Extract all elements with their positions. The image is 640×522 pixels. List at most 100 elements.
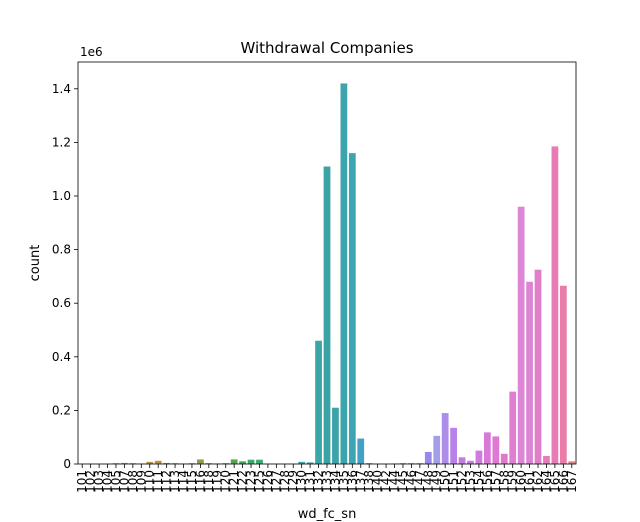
bar bbox=[348, 153, 356, 464]
bar bbox=[534, 269, 542, 464]
y-axis-label: count bbox=[28, 245, 43, 282]
x-tick-label: 146 bbox=[404, 470, 418, 493]
x-tick-label: 110 bbox=[143, 470, 157, 493]
bar bbox=[559, 285, 567, 464]
chart-title: Withdrawal Companies bbox=[240, 39, 413, 57]
plot-frame bbox=[77, 61, 577, 465]
bar bbox=[365, 463, 373, 464]
bar bbox=[543, 455, 550, 464]
x-tick-label: 132 bbox=[312, 470, 326, 493]
x-tick-label: 120 bbox=[219, 470, 233, 493]
y-tick-label: 0.8 bbox=[52, 243, 71, 257]
x-tick-label: 101 bbox=[75, 470, 89, 493]
bar bbox=[332, 407, 339, 464]
bar bbox=[197, 459, 204, 464]
bar bbox=[450, 427, 457, 464]
x-tick-label: 129 bbox=[286, 470, 300, 493]
x-tick-label: 125 bbox=[252, 470, 266, 493]
bar bbox=[441, 413, 449, 464]
x-tick-label: 104 bbox=[101, 470, 115, 493]
x-tick-label: 147 bbox=[413, 470, 427, 493]
x-tick-label: 142 bbox=[379, 470, 393, 493]
y-tick-label: 1.2 bbox=[52, 135, 71, 149]
bar bbox=[315, 340, 322, 464]
bar bbox=[205, 463, 213, 464]
bar bbox=[298, 461, 306, 464]
x-tick-label: 140 bbox=[371, 470, 385, 493]
bar bbox=[424, 451, 432, 464]
bar bbox=[154, 460, 162, 464]
y-offset-label: 1e6 bbox=[80, 45, 103, 59]
x-tick-label: 126 bbox=[261, 470, 275, 493]
bar bbox=[357, 438, 365, 464]
x-tick-label: 157 bbox=[489, 470, 503, 493]
x-tick-label: 127 bbox=[269, 470, 283, 493]
x-tick-label: 103 bbox=[92, 470, 106, 493]
bar bbox=[171, 463, 179, 464]
x-tick-label: 130 bbox=[295, 470, 309, 493]
x-tick-label: 150 bbox=[438, 470, 452, 493]
bar bbox=[163, 462, 171, 464]
bar bbox=[568, 461, 576, 464]
x-tick-label: 119 bbox=[210, 470, 224, 493]
x-tick-label: 160 bbox=[514, 470, 528, 493]
x-tick-label: 151 bbox=[447, 470, 461, 493]
x-axis-label: wd_fc_sn bbox=[298, 507, 357, 522]
bar bbox=[340, 83, 348, 464]
x-tick-label: 135 bbox=[337, 470, 351, 493]
bar bbox=[509, 391, 517, 464]
x-tick-label: 137 bbox=[354, 470, 368, 493]
bar bbox=[416, 463, 424, 464]
x-tick-label: 128 bbox=[278, 470, 292, 493]
bar bbox=[129, 463, 137, 464]
bar bbox=[256, 459, 263, 464]
x-tick-label: 123 bbox=[244, 470, 258, 493]
bar bbox=[551, 146, 559, 465]
x-tick-label: 159 bbox=[506, 470, 520, 493]
x-tick-label: 122 bbox=[236, 470, 250, 493]
bar bbox=[230, 459, 238, 464]
bar bbox=[458, 457, 466, 464]
x-tick-label: 154 bbox=[472, 470, 486, 493]
x-tick-label: 158 bbox=[497, 470, 511, 493]
x-tick-label: 138 bbox=[362, 470, 376, 493]
y-tick-label: 1.0 bbox=[52, 189, 71, 203]
x-tick-label: 115 bbox=[185, 470, 199, 493]
x-tick-label: 111 bbox=[151, 470, 165, 493]
x-tick-label: 107 bbox=[117, 470, 131, 493]
bar bbox=[306, 462, 314, 464]
bar bbox=[188, 463, 196, 464]
x-tick-label: 133 bbox=[320, 470, 334, 493]
x-tick-label: 153 bbox=[463, 470, 477, 493]
x-tick-label: 113 bbox=[168, 470, 182, 493]
bar bbox=[483, 432, 491, 464]
bar bbox=[433, 435, 441, 464]
x-tick-label: 161 bbox=[523, 470, 537, 493]
x-tick-label: 162 bbox=[531, 470, 545, 493]
x-tick-label: 149 bbox=[430, 470, 444, 493]
bar bbox=[239, 461, 246, 464]
bar bbox=[112, 463, 120, 464]
x-tick-label: 165 bbox=[548, 470, 562, 493]
bar bbox=[492, 436, 500, 464]
y-tick-label: 0.4 bbox=[52, 350, 71, 364]
x-tick-label: 131 bbox=[303, 470, 317, 493]
x-tick-label: 109 bbox=[134, 470, 148, 493]
bar bbox=[500, 453, 508, 464]
x-tick-label: 145 bbox=[396, 470, 410, 493]
y-tick-label: 0 bbox=[63, 457, 71, 471]
bar bbox=[467, 460, 474, 464]
x-tick-label: 156 bbox=[480, 470, 494, 493]
x-tick-label: 118 bbox=[202, 470, 216, 493]
x-tick-label: 112 bbox=[160, 470, 174, 493]
x-tick-label: 114 bbox=[177, 470, 191, 493]
x-tick-label: 134 bbox=[328, 470, 342, 493]
x-tick-label: 164 bbox=[539, 470, 553, 493]
bar bbox=[222, 463, 230, 464]
x-tick-label: 167 bbox=[565, 470, 579, 493]
bar bbox=[323, 166, 331, 464]
x-tick-label: 166 bbox=[556, 470, 570, 493]
y-tick-label: 0.2 bbox=[52, 403, 71, 417]
bar bbox=[121, 462, 128, 464]
